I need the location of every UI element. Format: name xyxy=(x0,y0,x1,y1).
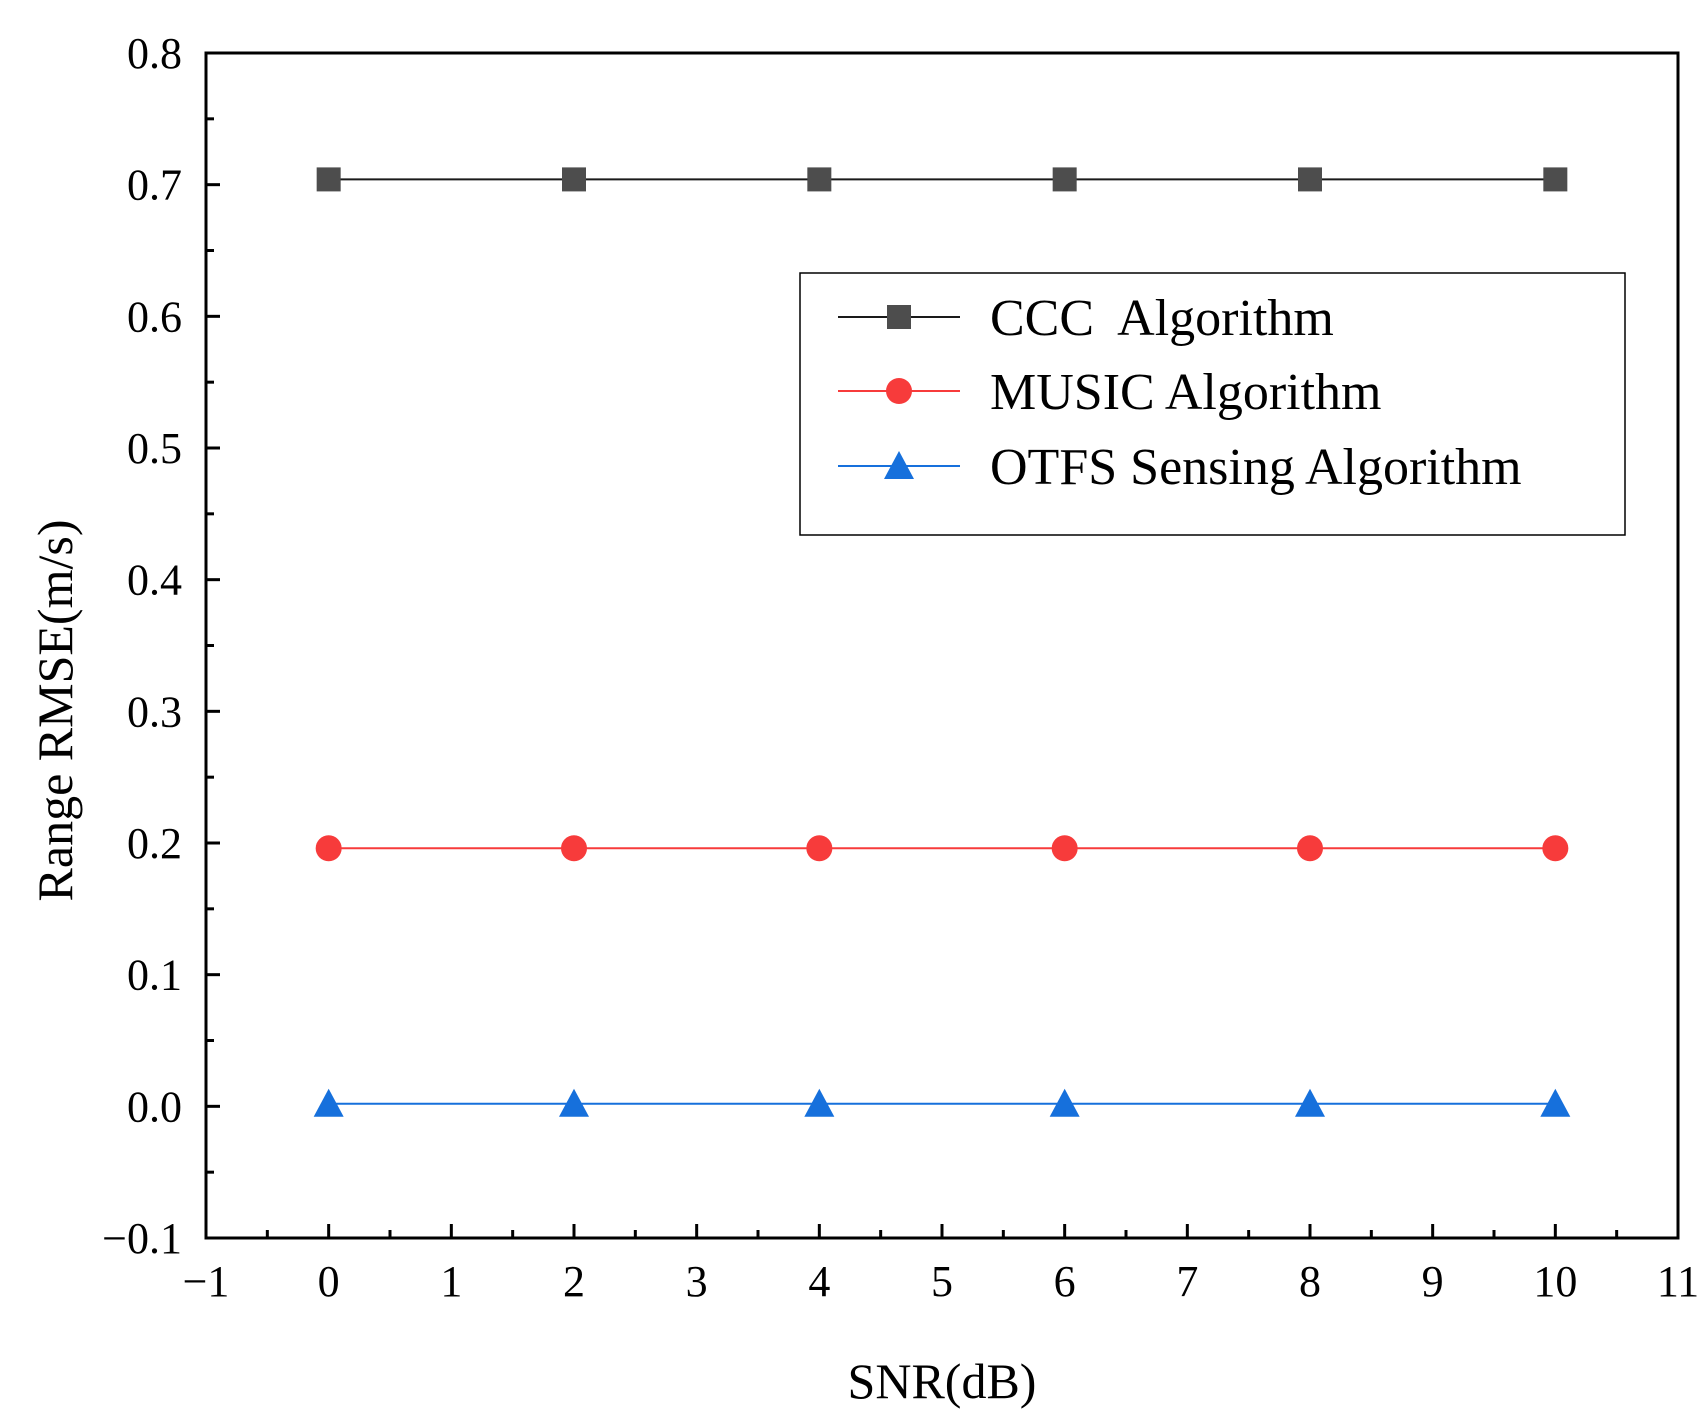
legend-entry: OTFS Sensing Algorithm xyxy=(838,439,1522,496)
x-tick-label: 8 xyxy=(1299,1257,1321,1306)
data-point xyxy=(806,835,833,862)
x-tick-label: 6 xyxy=(1054,1257,1076,1306)
legend-label: CCC Algorithm xyxy=(990,290,1334,347)
legend-entry: MUSIC Algorithm xyxy=(838,364,1382,421)
data-point xyxy=(807,167,832,192)
x-tick-label: 9 xyxy=(1422,1257,1444,1306)
y-tick-label: 0.7 xyxy=(127,161,182,210)
x-tick-label: 4 xyxy=(808,1257,830,1306)
data-point xyxy=(561,835,587,862)
data-point xyxy=(1052,167,1077,192)
y-tick-label: 0.8 xyxy=(127,29,182,78)
series-circle xyxy=(315,835,1569,862)
legend-marker xyxy=(887,305,911,329)
x-tick-label: 1 xyxy=(440,1257,462,1306)
legend-entry: CCC Algorithm xyxy=(838,290,1334,347)
data-point xyxy=(1540,1088,1571,1117)
data-point xyxy=(315,835,342,862)
data-point xyxy=(1295,1088,1325,1117)
series-layer xyxy=(313,167,1571,1117)
y-axis-title: Range RMSE(m/s) xyxy=(27,520,83,902)
series-triangle xyxy=(313,1088,1571,1117)
y-tick-label: 0.0 xyxy=(127,1082,182,1131)
x-tick-label: 7 xyxy=(1176,1257,1198,1306)
data-point xyxy=(804,1088,835,1117)
data-point xyxy=(1297,835,1323,862)
legend-label: MUSIC Algorithm xyxy=(990,364,1382,421)
legend-marker xyxy=(886,378,912,404)
legend-label: OTFS Sensing Algorithm xyxy=(990,439,1522,496)
y-tick-label: 0.2 xyxy=(127,819,182,868)
data-point xyxy=(1542,835,1569,862)
data-point xyxy=(316,167,341,192)
x-tick-label: 3 xyxy=(686,1257,708,1306)
y-tick-label: 0.3 xyxy=(127,687,182,736)
y-tick-label: 0.1 xyxy=(127,951,182,1000)
data-point xyxy=(559,1088,589,1117)
axis-ticks xyxy=(204,51,1680,1240)
y-tick-label: −0.1 xyxy=(102,1214,182,1263)
y-tick-label: 0.6 xyxy=(127,292,182,341)
data-point xyxy=(562,167,586,192)
legend: CCC Algorithm MUSIC Algorithm OTFS Sensing… xyxy=(799,272,1626,536)
y-tick-label: 0.4 xyxy=(127,556,182,605)
legend-entries: CCC Algorithm MUSIC Algorithm OTFS Sensing… xyxy=(838,290,1522,496)
data-point xyxy=(1543,167,1568,192)
x-tick-label: 10 xyxy=(1533,1257,1577,1306)
x-tick-label: 0 xyxy=(318,1257,340,1306)
data-point xyxy=(1298,167,1322,192)
legend-marker xyxy=(884,451,914,479)
x-tick-label: 11 xyxy=(1657,1257,1699,1306)
tick-labels: −1 0 1 2 3 4 5 6 7 8 9 10 11 −0.1 0.0 0.1 0.2 0.3 0.4 0.5 0.… xyxy=(102,29,1699,1306)
x-tick-label: 2 xyxy=(563,1257,585,1306)
legend-box xyxy=(799,272,1626,536)
data-point xyxy=(1049,1088,1080,1117)
x-tick-label: 5 xyxy=(931,1257,953,1306)
data-point xyxy=(313,1088,344,1117)
x-axis-title: SNR(dB) xyxy=(848,1353,1037,1409)
y-tick-label: 0.5 xyxy=(127,424,182,473)
series-square xyxy=(316,167,1568,192)
x-tick-label: −1 xyxy=(183,1257,230,1306)
data-point xyxy=(1051,835,1078,862)
